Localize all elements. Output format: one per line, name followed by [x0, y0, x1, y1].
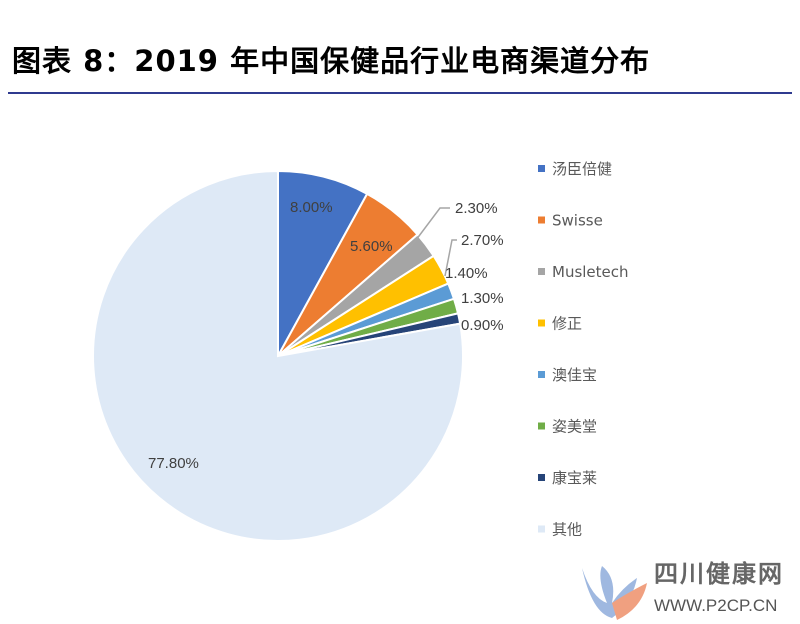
data-label: 1.40%: [445, 265, 488, 282]
legend-label: Swisse: [552, 212, 603, 230]
data-label: 8.00%: [290, 199, 333, 216]
phoenix-logo-icon: [582, 566, 647, 620]
legend-swatch: [538, 216, 545, 224]
data-label: 2.30%: [455, 200, 498, 217]
legend-label: Musletech: [552, 263, 629, 281]
data-label: 0.90%: [461, 317, 504, 334]
legend-swatch: [538, 525, 545, 533]
legend-label: 姿美堂: [552, 418, 597, 436]
legend-label: 澳佳宝: [552, 366, 597, 384]
watermark-name: 四川健康网: [654, 560, 784, 588]
legend-swatch: [538, 474, 545, 481]
watermark-url: WWW.P2CP.CN: [654, 596, 778, 615]
title-divider: [8, 92, 792, 94]
leader-line: [444, 239, 457, 277]
figure-title: 图表 8：2019 年中国保健品行业电商渠道分布: [12, 44, 651, 78]
legend-label: 其他: [552, 521, 582, 539]
data-label: 5.60%: [350, 238, 393, 255]
data-label: 1.30%: [461, 290, 504, 307]
legend-swatch: [538, 268, 545, 275]
legend-swatch: [538, 165, 545, 172]
legend-swatch: [538, 422, 545, 430]
watermark: 四川健康网 WWW.P2CP.CN: [562, 558, 798, 624]
legend-swatch: [538, 371, 545, 378]
legend-label: 修正: [552, 315, 582, 333]
legend-label: 汤臣倍健: [552, 160, 612, 178]
data-label: 77.80%: [148, 455, 199, 472]
pie-slice-0: [277, 169, 369, 357]
pie-slice-7: [92, 169, 464, 542]
legend-swatch: [538, 319, 545, 327]
data-label: 2.70%: [461, 232, 504, 249]
legend-label: 康宝莱: [552, 469, 597, 487]
leader-line: [409, 207, 450, 249]
